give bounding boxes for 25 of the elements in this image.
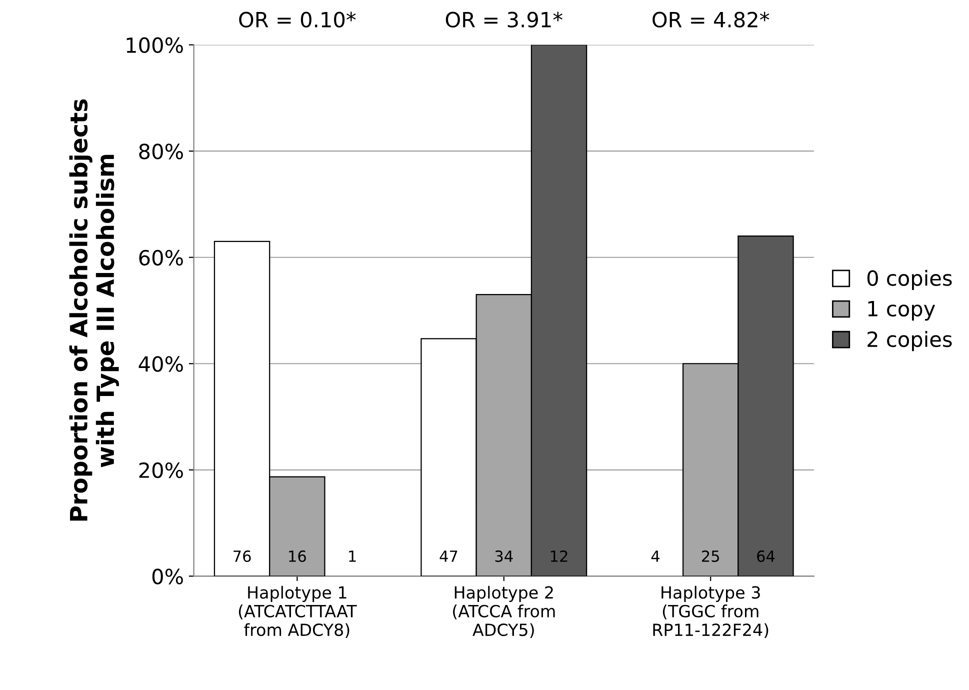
y-axis-title: Proportion of Alcoholic subjects with Type III Alcoholism (69, 99, 119, 521)
y-tick-label: 0% (152, 568, 183, 584)
annotation: 76 (234, 550, 251, 562)
y-tick-label: 20% (139, 462, 183, 478)
x-tick-label: Haplotype 1 (ATCATCTTAAT from ADCY8) (238, 586, 357, 638)
annotation: 34 (495, 550, 513, 562)
annotation: 64 (757, 550, 775, 562)
y-tick-label: 60% (139, 250, 183, 266)
text: OR = 3.91* (446, 12, 562, 28)
legend-label: 2 copies (868, 331, 952, 352)
annotation: 47 (440, 550, 458, 562)
x-tick-label: Haplotype 3 (TGGC from RP11-122F24) (653, 586, 768, 638)
annotation: 25 (702, 550, 719, 562)
y-tick-label: 40% (138, 356, 183, 372)
annotation: 12 (550, 550, 568, 562)
text: OR = 0.10* (239, 12, 356, 28)
annotation: 4 (651, 550, 660, 562)
y-tick-label: 100% (126, 37, 183, 54)
legend-label: 0 copies (867, 270, 952, 290)
legend-label: 1 copy (868, 301, 936, 321)
annotation: 16 (289, 550, 306, 562)
x-tick-label: Haplotype 2 (ATCCA from ADCY5) (453, 586, 555, 638)
y-tick-label: 80% (139, 144, 183, 160)
annotation: 1 (349, 550, 356, 562)
text: OR = 4.82* (652, 12, 770, 28)
